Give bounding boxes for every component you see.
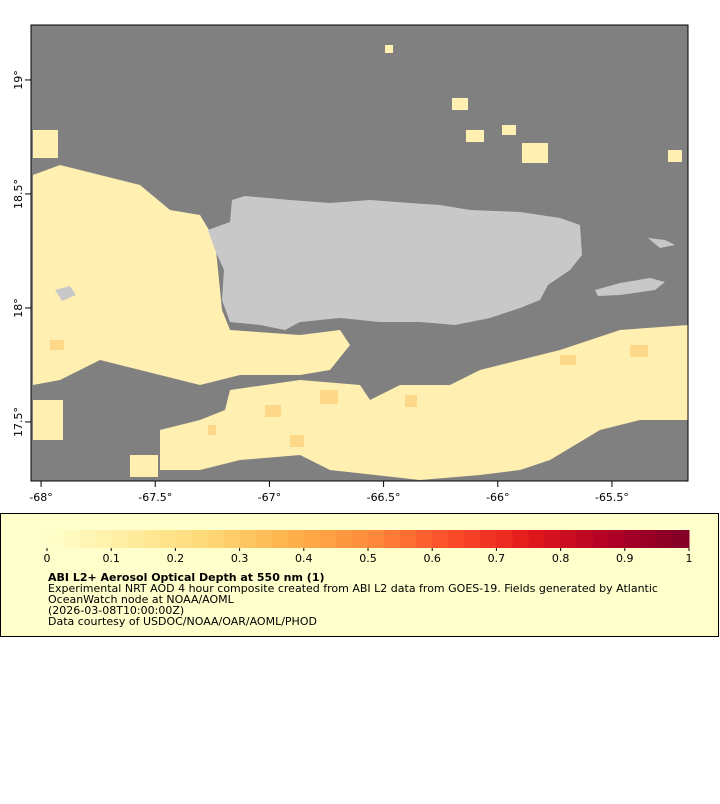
- colorbar-swatch: [271, 530, 289, 548]
- legend-line: Experimental NRT AOD 4 hour composite cr…: [48, 582, 658, 595]
- x-tick-label: -66.5°: [367, 491, 401, 504]
- colorbar-swatch: [239, 530, 257, 548]
- colorbar-swatch: [287, 530, 305, 548]
- legend-line: (2026-03-08T10:00:00Z): [48, 604, 184, 617]
- colorbar-swatch: [255, 530, 273, 548]
- colorbar-swatch: [63, 530, 80, 548]
- colorbar-tick-label: 0.3: [231, 552, 249, 565]
- colorbar-swatch: [351, 530, 369, 548]
- colorbar-swatch: [400, 530, 417, 548]
- colorbar-swatch: [544, 530, 562, 548]
- colorbar-tick-label: 0.6: [423, 552, 441, 565]
- colorbar-swatch: [496, 530, 513, 548]
- colorbar-swatch: [207, 530, 225, 548]
- colorbar-swatch: [480, 530, 497, 548]
- colorbar-swatch: [303, 530, 321, 548]
- colorbar-swatch: [79, 530, 96, 548]
- colorbar-tick-label: 0: [44, 552, 51, 565]
- colorbar-swatch: [624, 530, 642, 548]
- colorbar-swatch: [111, 530, 128, 548]
- map-frame: [30, 24, 689, 482]
- colorbar-swatch: [175, 530, 192, 548]
- colorbar-tick-label: 0.4: [295, 552, 313, 565]
- colorbar-swatch: [416, 530, 433, 548]
- colorbar-swatch: [576, 530, 594, 548]
- mona: [55, 286, 76, 301]
- colorbar-swatch: [672, 530, 690, 548]
- colorbar-swatch: [95, 530, 112, 548]
- colorbar-swatch: [223, 530, 241, 548]
- colorbar-swatch: [640, 530, 658, 548]
- colorbar-swatch: [560, 530, 578, 548]
- x-tick-label: -65.5°: [595, 491, 629, 504]
- vieques: [595, 278, 665, 296]
- x-tick-label: -68°: [29, 491, 52, 504]
- colorbar-swatch: [592, 530, 610, 548]
- legend-line: Data courtesy of USDOC/NOAA/OAR/AOML/PHO…: [48, 615, 317, 628]
- colorbar-swatch: [432, 530, 449, 548]
- colorbar-swatch: [191, 530, 208, 548]
- legend-line: OceanWatch node at NOAA/AOML: [48, 593, 235, 606]
- colorbar-tick-label: 0.1: [102, 552, 120, 565]
- colorbar-swatch: [335, 530, 353, 548]
- colorbar-swatch: [608, 530, 626, 548]
- y-tick-label: 18°: [12, 298, 25, 318]
- puerto-rico: [208, 196, 582, 330]
- colorbar-swatch: [528, 530, 546, 548]
- x-tick-label: -67°: [258, 491, 281, 504]
- colorbar-swatch: [47, 530, 64, 548]
- colorbar-tick-label: 0.7: [488, 552, 506, 565]
- colorbar-tick-label: 0.5: [359, 552, 377, 565]
- colorbar-tick-label: 0.9: [616, 552, 634, 565]
- aerosol-high: [50, 340, 648, 447]
- culebra: [648, 238, 675, 248]
- colorbar-tick-label: 1: [686, 552, 693, 565]
- x-tick-label: -66°: [486, 491, 509, 504]
- y-tick-label: 17.5°: [12, 407, 25, 437]
- y-tick-label: 19°: [12, 70, 25, 90]
- colorbar-tick-label: 0.8: [552, 552, 570, 565]
- colorbar-swatch: [159, 530, 176, 548]
- colorbar-swatch: [656, 530, 674, 548]
- y-tick-label: 18.5°: [12, 179, 25, 209]
- colorbar-swatch: [464, 530, 481, 548]
- colorbar-swatch: [448, 530, 465, 548]
- colorbar-tick-label: 0.2: [167, 552, 185, 565]
- colorbar-swatch: [319, 530, 337, 548]
- colorbar-swatch: [143, 530, 160, 548]
- colorbar-swatch: [384, 530, 401, 548]
- x-tick-label: -67.5°: [138, 491, 172, 504]
- colorbar-swatch: [368, 530, 385, 548]
- colorbar-swatch: [127, 530, 144, 548]
- legend-title: ABI L2+ Aerosol Optical Depth at 550 nm …: [48, 571, 325, 584]
- colorbar-swatch: [512, 530, 529, 548]
